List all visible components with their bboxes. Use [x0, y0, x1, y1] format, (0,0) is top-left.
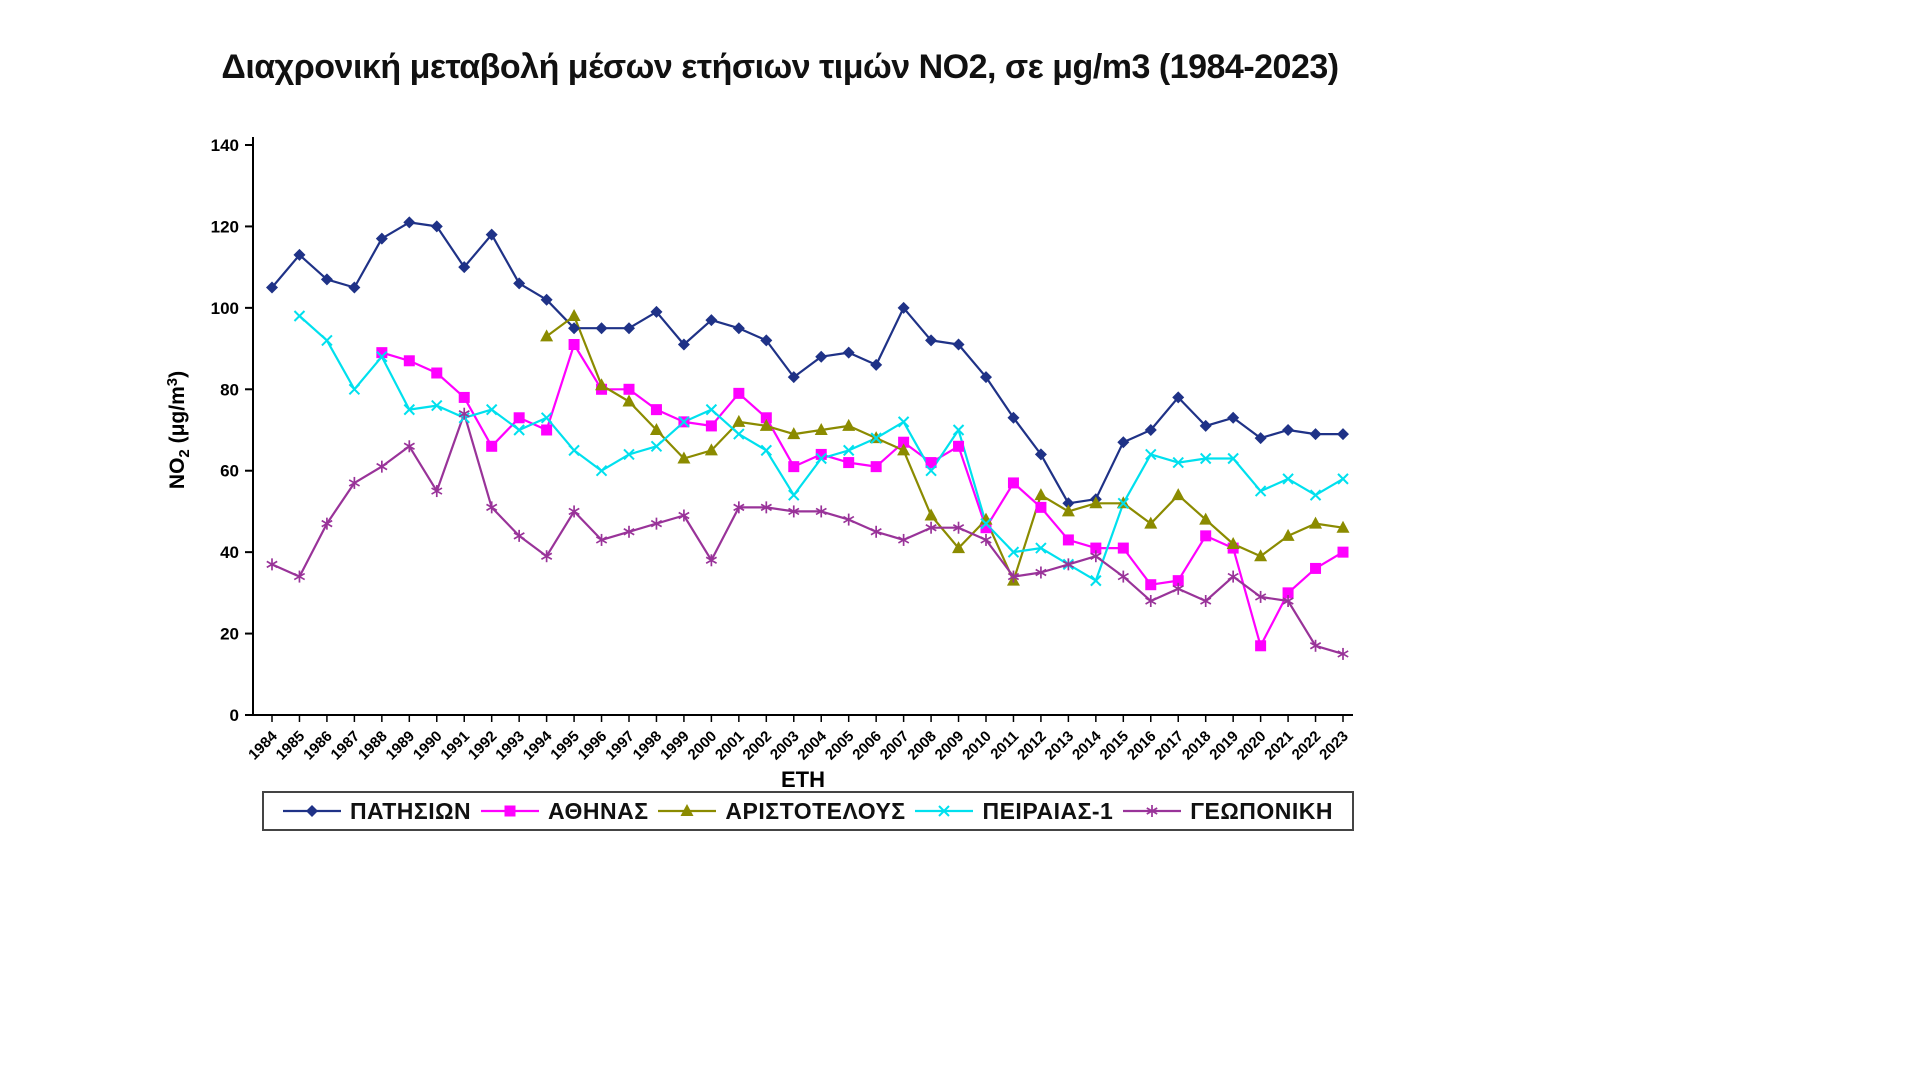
triangle-marker-icon	[658, 804, 717, 816]
x-tick-label: 1994	[520, 727, 556, 763]
series-markers	[293, 310, 1349, 587]
no2-line-chart: 0204060801001201401984198519861987198819…	[164, 136, 1353, 792]
x-tick-label: 2012	[1014, 728, 1050, 764]
y-tick-label: 100	[211, 299, 239, 318]
legend-item-γεωπονικη: ΓΕΩΠΟΝΙΚΗ	[1123, 798, 1333, 825]
series-markers	[266, 407, 1349, 660]
x-tick-label: 2014	[1069, 727, 1105, 763]
x-tick-label: 1998	[630, 728, 666, 764]
legend-item-πατησιων: ΠΑΤΗΣΙΩΝ	[282, 797, 472, 825]
legend-item-αριστοτελους: ΑΡΙΣΤΟΤΕΛΟΥΣ	[658, 798, 905, 825]
series-markers	[540, 309, 1350, 586]
x-tick-label: 1984	[245, 727, 281, 763]
x-marker-icon	[915, 805, 974, 817]
legend-item-πειραιας-1: ΠΕΙΡΑΙΑΣ-1	[915, 798, 1113, 825]
chart-area: 0 20 40 60 80 100 120 140 1984 1985 1986 1987 1988 19…	[138, 105, 1418, 810]
legend-label: ΠΕΙΡΑΙΑΣ-1	[982, 797, 1114, 824]
x-tick-label: 2006	[849, 728, 885, 764]
x-tick-label: 1988	[355, 728, 391, 764]
x-tick-label: 2013	[1042, 728, 1078, 764]
y-tick-label: 80	[220, 380, 239, 399]
y-tick-label: 120	[211, 217, 239, 236]
x-tick-label: 2020	[1234, 728, 1270, 764]
x-tick-label: 2010	[959, 728, 995, 764]
legend-label: ΑΡΙΣΤΟΤΕΛΟΥΣ	[725, 797, 906, 824]
x-tick-label: 2018	[1179, 728, 1215, 764]
legend: ΠΑΤΗΣΙΩΝ ΑΘΗΝΑΣ ΑΡΙΣΤΟΤΕΛΟΥΣ ΠΕΙΡΑΙΑΣ-1 ΓΕΩΠ…	[262, 791, 1354, 831]
y-tick-label: 20	[220, 625, 239, 644]
x-tick-label: 2021	[1261, 728, 1297, 764]
x-tick-label: 1989	[383, 728, 419, 764]
series-line	[271, 412, 1344, 655]
y-tick-label: 60	[220, 462, 239, 481]
square-marker-icon	[481, 805, 540, 817]
x-tick-label: 2016	[1124, 728, 1160, 764]
x-tick-label: 2002	[740, 728, 776, 764]
x-tick-label: 1985	[273, 728, 309, 764]
series-line	[271, 221, 1343, 505]
x-tick-label: 1997	[602, 728, 638, 764]
x-tick-label: 2011	[987, 728, 1022, 763]
y-tick-label: 0	[230, 706, 239, 725]
y-tick-label: 40	[220, 543, 239, 562]
x-tick-label: 1987	[328, 728, 364, 764]
x-tick-label: 2017	[1151, 728, 1187, 764]
x-tick-label: 2023	[1316, 728, 1352, 764]
x-axis-label: ΕΤΗ	[781, 767, 825, 792]
x-tick-label: 2000	[685, 728, 721, 764]
legend-item-αθηνας: ΑΘΗΝΑΣ	[481, 798, 649, 825]
series-markers	[376, 339, 1349, 652]
chart-title: Διαχρονική μεταβολή μέσων ετήσιων τιμών …	[221, 48, 1339, 86]
x-tick-label: 1993	[492, 728, 528, 764]
series-line	[545, 314, 1344, 582]
x-tick-label: 1986	[300, 728, 336, 764]
x-tick-label: 2015	[1097, 728, 1133, 764]
x-tick-label: 2009	[932, 728, 968, 764]
x-tick-label: 2003	[767, 728, 803, 764]
x-tick-label: 2008	[904, 728, 940, 764]
x-tick-label: 1999	[657, 728, 693, 764]
x-tick-label: 2019	[1206, 728, 1242, 764]
x-tick-label: 2001	[712, 728, 748, 764]
series-markers	[266, 216, 1349, 510]
x-tick-label: 2007	[877, 728, 913, 764]
series-line	[381, 343, 1344, 647]
x-tick-label: 1990	[410, 728, 446, 764]
legend-label: ΠΑΤΗΣΙΩΝ	[349, 797, 472, 824]
x-tick-label: 1991	[437, 728, 473, 764]
legend-label: ΑΘΗΝΑΣ	[548, 797, 649, 824]
x-tick-label: 1996	[575, 728, 611, 764]
x-tick-label: 2004	[794, 727, 830, 763]
x-tick-label: 2022	[1289, 728, 1325, 764]
x-tick-label: 1992	[465, 728, 501, 764]
y-tick-label: 140	[211, 136, 239, 155]
diamond-marker-icon	[282, 805, 341, 817]
legend-label: ΓΕΩΠΟΝΙΚΗ	[1190, 797, 1334, 824]
x-tick-label: 2005	[822, 728, 858, 764]
y-axis-label: NO2 (μg/m3)	[164, 371, 193, 489]
x-tick-label: 1995	[547, 728, 583, 764]
asterisk-marker-icon	[1123, 805, 1182, 817]
